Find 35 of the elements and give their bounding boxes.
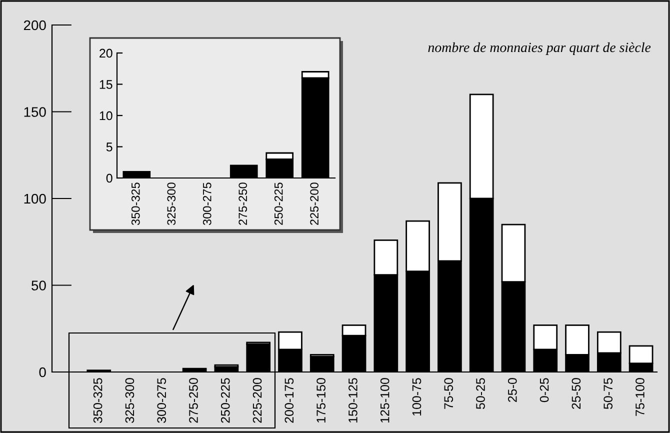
x-tick-label: 75-100 xyxy=(636,378,644,416)
x-tick-label: 325-300 xyxy=(167,182,176,226)
y-tick-label: 15 xyxy=(100,80,112,89)
x-tick-label: 25-0 xyxy=(508,378,517,402)
x-tick-label: 250-225 xyxy=(274,182,283,225)
x-tick-label: 50-75 xyxy=(604,378,613,410)
y-tick-label: 50 xyxy=(32,280,46,290)
x-tick-label: 300-275 xyxy=(157,378,166,423)
x-tick-label: 225-200 xyxy=(310,182,319,225)
y-tick-label: 5 xyxy=(106,142,112,152)
x-tick-label: 325-300 xyxy=(125,378,134,423)
x-tick-label: 0-25 xyxy=(540,378,549,402)
x-tick-label: 225-200 xyxy=(252,378,262,423)
y-tick-label: 100 xyxy=(24,194,46,204)
annotation: nombre de monnaies par quart de siècle xyxy=(428,42,651,55)
x-tick-label: 175-150 xyxy=(316,378,326,422)
x-tick-label: 350-325 xyxy=(131,182,140,226)
y-tick-label: 200 xyxy=(24,20,46,30)
x-tick-label: 275-250 xyxy=(189,378,198,423)
y-tick-label: 20 xyxy=(100,48,112,58)
x-tick-label: 150-125 xyxy=(348,378,358,422)
y-tick-label: 10 xyxy=(100,111,112,120)
y-tick-label: 0 xyxy=(106,174,112,183)
y-tick-label: 150 xyxy=(24,107,46,117)
x-tick-label: 25-50 xyxy=(572,378,581,409)
x-tick-label: 200-175 xyxy=(284,378,294,423)
x-tick-label: 250-225 xyxy=(220,378,230,423)
x-tick-label: 100-75 xyxy=(412,378,422,416)
x-tick-label: 350-325 xyxy=(93,378,102,423)
y-tick-label: 0 xyxy=(39,367,46,378)
x-tick-label: 50-25 xyxy=(476,378,485,410)
x-tick-label: 275-250 xyxy=(238,182,248,225)
x-tick-label: 125-100 xyxy=(380,378,390,422)
x-tick-label: 75-50 xyxy=(444,378,454,409)
x-tick-label: 300-275 xyxy=(202,182,212,226)
